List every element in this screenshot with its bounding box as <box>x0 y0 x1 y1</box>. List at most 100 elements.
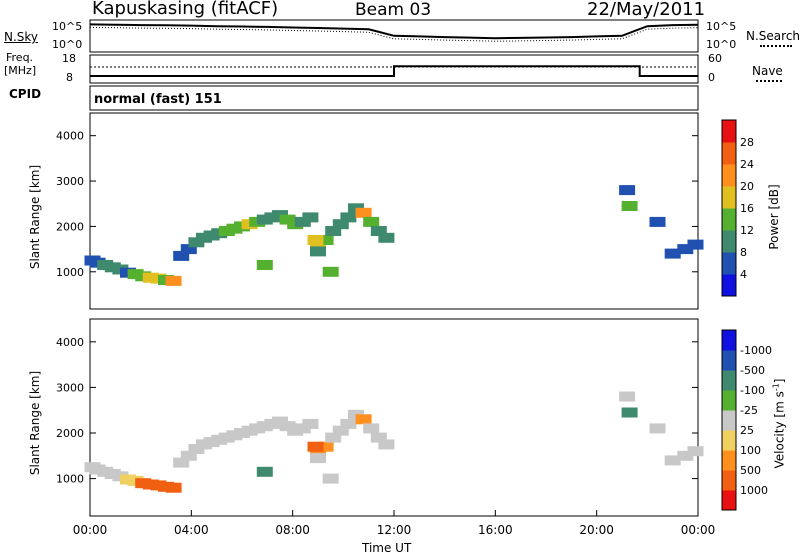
power-colorbar-swatch <box>722 186 736 209</box>
xtick-label: 16:00 <box>478 523 513 537</box>
data-cell <box>173 457 190 468</box>
xtick-label: 00:00 <box>681 523 716 537</box>
data-cell <box>649 216 666 227</box>
power-colorbar-swatch <box>722 164 736 187</box>
data-cell <box>310 246 326 257</box>
ytick-label: 2000 <box>56 427 84 440</box>
nsearch-line <box>89 26 699 42</box>
x-axis: 00:00 04:00 08:00 12:00 16:00 20:00 00:00 <box>73 510 716 537</box>
data-cell <box>664 248 681 259</box>
nsky-line <box>89 23 699 40</box>
velocity-colorbar-swatch <box>722 350 736 371</box>
data-cell <box>180 244 197 255</box>
freq-top-tick: 18 <box>62 52 76 65</box>
data-cell <box>355 207 372 218</box>
data-cell <box>173 250 190 261</box>
ytick-label: 1000 <box>56 473 84 486</box>
freq-strip-frame <box>89 54 699 84</box>
date-label: 22/May/2011 <box>587 0 706 20</box>
data-cell <box>332 219 349 230</box>
ytick-label: 2000 <box>56 220 84 233</box>
power-colorbar-swatch <box>722 208 736 231</box>
nsky-bottom-tick: 10^0 <box>52 38 83 51</box>
nsearch-label: N.Search <box>746 29 800 43</box>
beam-label: Beam 03 <box>355 0 432 20</box>
data-cell <box>621 201 638 211</box>
power-colorbar-swatch <box>722 142 736 165</box>
data-cell <box>302 212 319 223</box>
xtick-label: 08:00 <box>275 523 310 537</box>
strip-panels <box>89 19 699 111</box>
data-cell <box>325 432 342 443</box>
xtick-label: 12:00 <box>377 523 412 537</box>
data-cell <box>619 185 636 196</box>
ytick-label: 3000 <box>56 175 84 188</box>
data-cell <box>317 441 334 452</box>
data-cell <box>307 235 324 245</box>
velocity-colorbar-tick: -1000 <box>740 344 772 357</box>
data-cell <box>378 232 395 243</box>
data-cell <box>677 450 694 461</box>
power-colorbar-tick: 20 <box>740 180 754 193</box>
xtick-label: 20:00 <box>579 523 614 537</box>
power-colorbar-frame <box>721 119 737 297</box>
data-cell <box>355 414 372 425</box>
data-cell <box>621 407 638 418</box>
data-cell <box>370 226 387 236</box>
nsearch-bottom-tick: 10^0 <box>706 38 737 51</box>
data-cell <box>677 244 694 255</box>
velocity-colorbar-tick: -100 <box>740 384 765 397</box>
data-cell <box>363 423 380 434</box>
power-colorbar-swatch <box>722 274 736 297</box>
power-frame <box>89 112 699 310</box>
power-colorbar-tick: 24 <box>740 158 754 171</box>
freq-label-line1: Freq. <box>6 51 34 64</box>
nave-legend-line <box>756 80 782 82</box>
frequency-line <box>90 65 698 77</box>
velocity-colorbar-tick: -500 <box>740 364 765 377</box>
data-cell <box>687 239 704 250</box>
data-cell <box>664 455 681 466</box>
cpid-text: normal (fast) 151 <box>94 92 222 107</box>
velocity-colorbar-swatch <box>722 470 736 491</box>
power-colorbar-swatch <box>722 252 736 275</box>
x-axis-title: Time UT <box>362 541 412 555</box>
velocity-colorbar-swatch <box>722 370 736 391</box>
data-cell <box>363 216 380 227</box>
data-cell <box>687 446 704 457</box>
data-cell <box>322 266 339 277</box>
data-cell <box>165 275 182 286</box>
velocity-colorbar-swatch <box>722 450 736 471</box>
data-cell <box>307 441 324 452</box>
nsearch-top-tick: 10^5 <box>706 20 737 33</box>
power-colorbar-label: Power [dB] <box>767 184 781 250</box>
power-colorbar-tick: 16 <box>740 202 754 215</box>
data-cell <box>322 473 339 484</box>
power-colorbar: 4 8 12 16 20 24 28 <box>721 119 754 297</box>
velocity-colorbar-label: Velocity [m s-1] <box>771 378 787 469</box>
search-strip-frame <box>89 19 699 53</box>
velocity-colorbar-tick: -25 <box>740 404 758 417</box>
velocity-colorbar: 1000 500 100 25 -25 -100 -500 -1000 <box>721 329 772 511</box>
data-cell <box>325 226 342 236</box>
velocity-colorbar-swatch <box>722 390 736 411</box>
nave-bottom-tick: 0 <box>708 71 715 84</box>
nsky-top-tick: 10^5 <box>52 20 83 33</box>
xtick-label: 04:00 <box>174 523 209 537</box>
velocity-panel: 1000 2000 3000 4000 <box>56 318 704 517</box>
ytick-label: 4000 <box>56 336 84 349</box>
power-colorbar-tick: 12 <box>740 224 754 237</box>
data-cell <box>619 391 636 402</box>
velocity-colorbar-swatch <box>722 330 736 351</box>
data-cell <box>310 453 326 464</box>
data-cell <box>317 235 334 245</box>
velocity-colorbar-frame <box>721 329 737 511</box>
ytick-label: 4000 <box>56 130 84 143</box>
velocity-colorbar-swatch <box>722 410 736 431</box>
velocity-colorbar-tick: 25 <box>740 424 754 437</box>
data-cell <box>302 418 319 429</box>
freq-bottom-tick: 8 <box>66 71 73 84</box>
data-cell <box>180 450 197 461</box>
